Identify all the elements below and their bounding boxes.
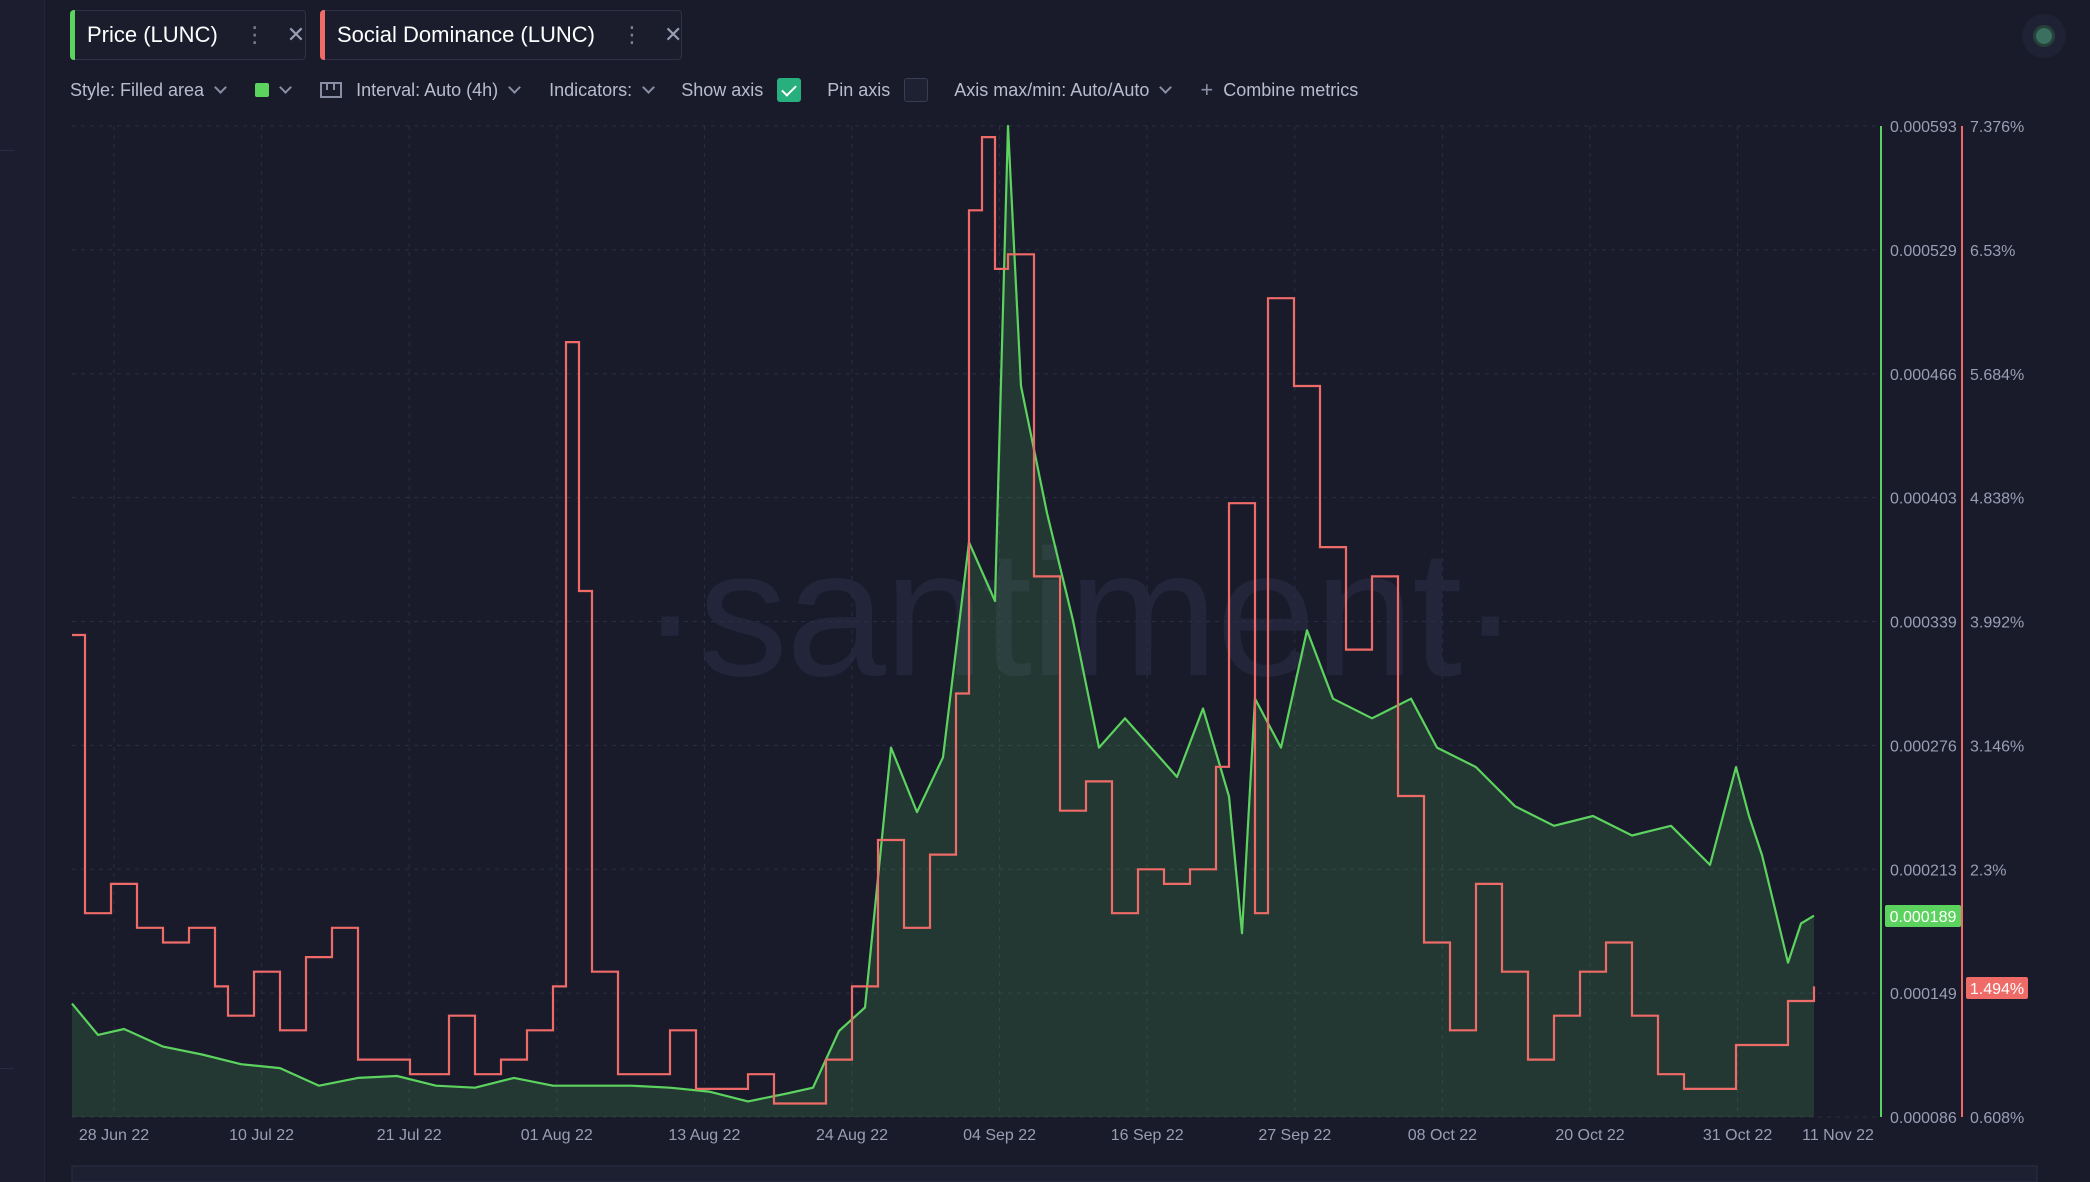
x-tick-label: 20 Oct 22	[1555, 1127, 1624, 1144]
price-series-line	[71, 124, 1815, 1103]
kebab-menu-icon[interactable]: ⋮	[243, 22, 266, 47]
chart-toolbar: Style: Filled area Interval: Auto (4h) I…	[70, 76, 1358, 104]
dominance-axis-tick-label: 0.608%	[1970, 1110, 2024, 1127]
x-tick-label: 10 Jul 22	[229, 1127, 294, 1144]
metric-tab-social-dominance[interactable]: Social Dominance (LUNC) ⋮ ✕	[320, 10, 682, 60]
combine-metrics-label: Combine metrics	[1223, 79, 1359, 100]
metric-color-bar	[320, 10, 325, 60]
metric-tab-price[interactable]: Price (LUNC) ⋮ ✕	[70, 10, 306, 60]
price-axis-tick-label: 0.000213	[1890, 862, 1957, 879]
close-icon[interactable]: ✕	[286, 22, 306, 47]
x-tick-label: 08 Oct 22	[1408, 1127, 1477, 1144]
style-dropdown-label: Style: Filled area	[70, 79, 205, 100]
close-icon[interactable]: ✕	[663, 22, 683, 47]
price-current-value: 0.000189	[1890, 909, 1957, 926]
x-tick-label: 28 Jun 22	[79, 1127, 149, 1144]
indicators-dropdown-label: Indicators:	[549, 79, 633, 100]
x-tick-label: 31 Oct 22	[1703, 1127, 1772, 1144]
pin-axis-checkbox[interactable]	[904, 78, 929, 102]
x-tick-label: 13 Aug 22	[668, 1127, 740, 1144]
x-tick-label: 04 Sep 22	[963, 1127, 1036, 1144]
price-axis-tick-label: 0.000529	[1890, 243, 1957, 260]
x-tick-label: 01 Aug 22	[521, 1127, 593, 1144]
dominance-axis-tick-label: 3.992%	[1970, 615, 2024, 632]
price-axis-tick-label: 0.000466	[1890, 367, 1957, 384]
dominance-axis-tick-label: 2.3%	[1970, 862, 2006, 879]
style-dropdown[interactable]: Style: Filled area	[70, 79, 227, 101]
indicators-dropdown[interactable]: Indicators:	[549, 79, 656, 101]
plus-icon: +	[1200, 77, 1214, 102]
dominance-axis-tick-label: 5.684%	[1970, 367, 2024, 384]
navigator-strip	[71, 1165, 2038, 1182]
show-axis-checkbox[interactable]	[777, 78, 802, 102]
social-dominance-series-line	[72, 136, 1816, 1105]
metric-color-bar	[70, 10, 75, 60]
dominance-axis-tick-label: 3.146%	[1970, 738, 2024, 755]
pin-axis-toggle[interactable]: Pin axis	[827, 78, 929, 102]
x-tick-label: 11 Nov 22	[1802, 1127, 1874, 1144]
interval-icon	[320, 82, 343, 98]
color-picker-dropdown[interactable]	[255, 81, 292, 97]
axis-maxmin-label: Axis max/min: Auto/Auto	[954, 79, 1150, 100]
kebab-menu-icon[interactable]: ⋮	[620, 22, 643, 47]
price-axis-tick-label: 0.000149	[1890, 986, 1957, 1003]
metric-tab-label: Price (LUNC)	[87, 22, 218, 47]
x-tick-label: 21 Jul 22	[377, 1127, 442, 1144]
dominance-current-value: 1.494%	[1970, 981, 2024, 998]
price-axis-tick-label: 0.000403	[1890, 491, 1957, 508]
x-tick-label: 27 Sep 22	[1258, 1127, 1331, 1144]
interval-dropdown[interactable]: Interval: Auto (4h)	[320, 79, 522, 101]
status-indicator-button[interactable]	[2022, 14, 2066, 58]
axis-maxmin-dropdown[interactable]: Axis max/min: Auto/Auto	[954, 79, 1173, 101]
show-axis-toggle[interactable]: Show axis	[681, 78, 802, 102]
x-tick-label: 24 Aug 22	[816, 1127, 888, 1144]
price-axis-tick-label: 0.000339	[1890, 615, 1957, 632]
combine-metrics-button[interactable]: + Combine metrics	[1200, 77, 1358, 103]
pin-axis-label: Pin axis	[827, 79, 891, 100]
dominance-axis-tick-label: 7.376%	[1970, 119, 2024, 136]
left-sidebar-edge	[0, 0, 45, 1182]
dominance-axis-tick-label: 4.838%	[1970, 491, 2024, 508]
status-dot-icon	[2033, 25, 2055, 47]
metric-tab-label: Social Dominance (LUNC)	[337, 22, 595, 47]
price-area-fill	[72, 126, 1814, 1117]
color-swatch	[255, 83, 270, 97]
dominance-current-badge	[1966, 977, 2028, 999]
show-axis-label: Show axis	[681, 79, 764, 100]
dominance-axis-tick-label: 6.53%	[1970, 243, 2015, 260]
x-tick-label: 16 Sep 22	[1111, 1127, 1184, 1144]
price-axis-tick-label: 0.000276	[1890, 738, 1957, 755]
price-current-badge	[1885, 905, 1961, 927]
price-axis-tick-label: 0.000086	[1890, 1110, 1957, 1127]
interval-dropdown-label: Interval: Auto (4h)	[356, 79, 499, 100]
price-axis-tick-label: 0.000593	[1890, 119, 1957, 136]
